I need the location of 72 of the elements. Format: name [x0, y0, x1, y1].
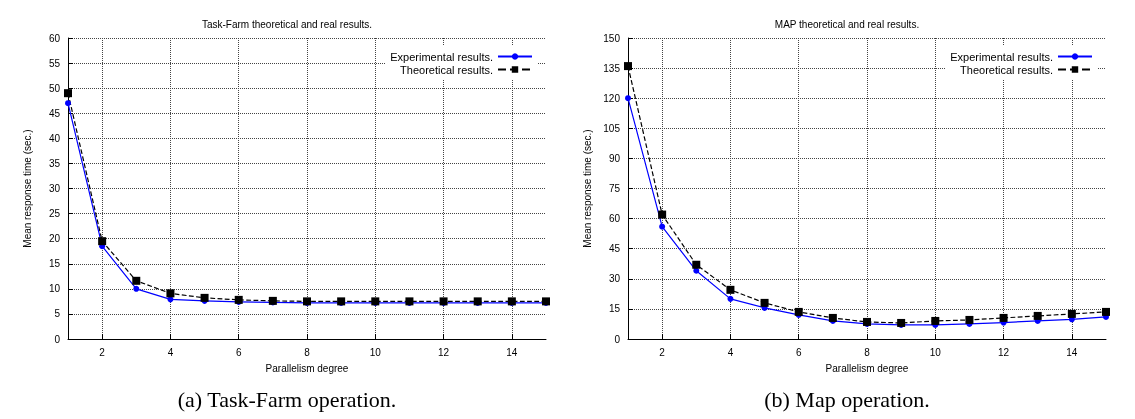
x-tick-label: 14 — [506, 346, 518, 358]
point — [794, 307, 803, 316]
y-tick-label: 45 — [608, 243, 621, 255]
y-tick-label: 0 — [54, 333, 61, 345]
x-tick-label: 12 — [998, 346, 1010, 358]
text: (b) Map operation. — [764, 386, 930, 412]
y-tick-label: 25 — [48, 208, 61, 220]
chart-title: MAP theoretical and real results. — [774, 18, 920, 30]
y-tick-label: 0 — [614, 333, 621, 345]
legend-label: Experimental results. — [390, 50, 493, 63]
point — [98, 237, 107, 246]
y-tick-label: 20 — [48, 233, 61, 245]
point — [760, 298, 769, 307]
y-tick-label: 55 — [48, 57, 61, 69]
y-tick-label: 105 — [603, 122, 621, 134]
point — [624, 62, 632, 71]
y-tick-label: 40 — [48, 132, 61, 144]
x-tick-label: 8 — [304, 346, 311, 358]
y-tick-label: 60 — [48, 32, 61, 44]
x-tick-label: 2 — [659, 346, 666, 358]
point — [200, 293, 209, 302]
y-tick-label: 120 — [603, 92, 621, 104]
x-tick-label: 6 — [795, 346, 802, 358]
y-axis-title: Mean response time (sec.) — [21, 129, 33, 248]
y-tick-label: 90 — [608, 152, 621, 164]
x-tick-label: 14 — [1066, 346, 1078, 358]
point — [1102, 307, 1110, 316]
y-tick-label: 75 — [608, 183, 621, 194]
point — [133, 285, 140, 292]
y-tick-label: 15 — [48, 258, 61, 270]
x-tick-label: 10 — [369, 346, 382, 358]
x-tick-label: 2 — [99, 346, 106, 358]
point — [1033, 311, 1042, 320]
point — [64, 89, 72, 98]
y-axis-title: Mean response time (sec.) — [581, 129, 593, 248]
legend-label: Theoretical results. — [400, 63, 493, 76]
chart-title: Task-Farm theoretical and real results. — [201, 18, 373, 30]
x-tick-label: 4 — [727, 346, 734, 358]
point — [931, 316, 940, 325]
point — [965, 315, 974, 324]
legend-label: Theoretical results. — [960, 63, 1053, 76]
y-tick-label: 30 — [608, 273, 621, 285]
point — [828, 313, 837, 322]
y-tick-label: 50 — [48, 82, 61, 94]
x-axis-title: Parallelism degree — [265, 362, 349, 374]
x-tick-label: 4 — [167, 346, 174, 358]
point — [727, 295, 734, 302]
point — [1067, 309, 1076, 318]
x-axis-title: Parallelism degree — [825, 362, 909, 374]
y-tick-label: 10 — [48, 283, 61, 295]
y-tick-label: 15 — [608, 303, 621, 315]
y-tick-label: 35 — [48, 157, 61, 169]
x-tick-label: 10 — [929, 346, 942, 358]
legend-label: Experimental results. — [950, 50, 1053, 63]
y-tick-label: 135 — [603, 62, 621, 74]
point — [132, 276, 141, 285]
x-tick-label: 6 — [235, 346, 242, 358]
y-tick-label: 5 — [54, 308, 61, 320]
point — [659, 223, 666, 230]
y-tick-label: 150 — [603, 32, 621, 44]
point — [726, 285, 735, 294]
x-tick-label: 8 — [864, 346, 871, 358]
y-tick-label: 45 — [48, 107, 61, 119]
point — [166, 289, 175, 298]
point — [692, 260, 701, 269]
point — [999, 313, 1008, 322]
point — [65, 100, 71, 107]
point — [658, 210, 667, 219]
y-tick-label: 30 — [48, 183, 61, 194]
x-tick-label: 12 — [438, 346, 450, 358]
text: (a) Task-Farm operation. — [177, 386, 397, 412]
y-tick-label: 60 — [608, 213, 621, 225]
